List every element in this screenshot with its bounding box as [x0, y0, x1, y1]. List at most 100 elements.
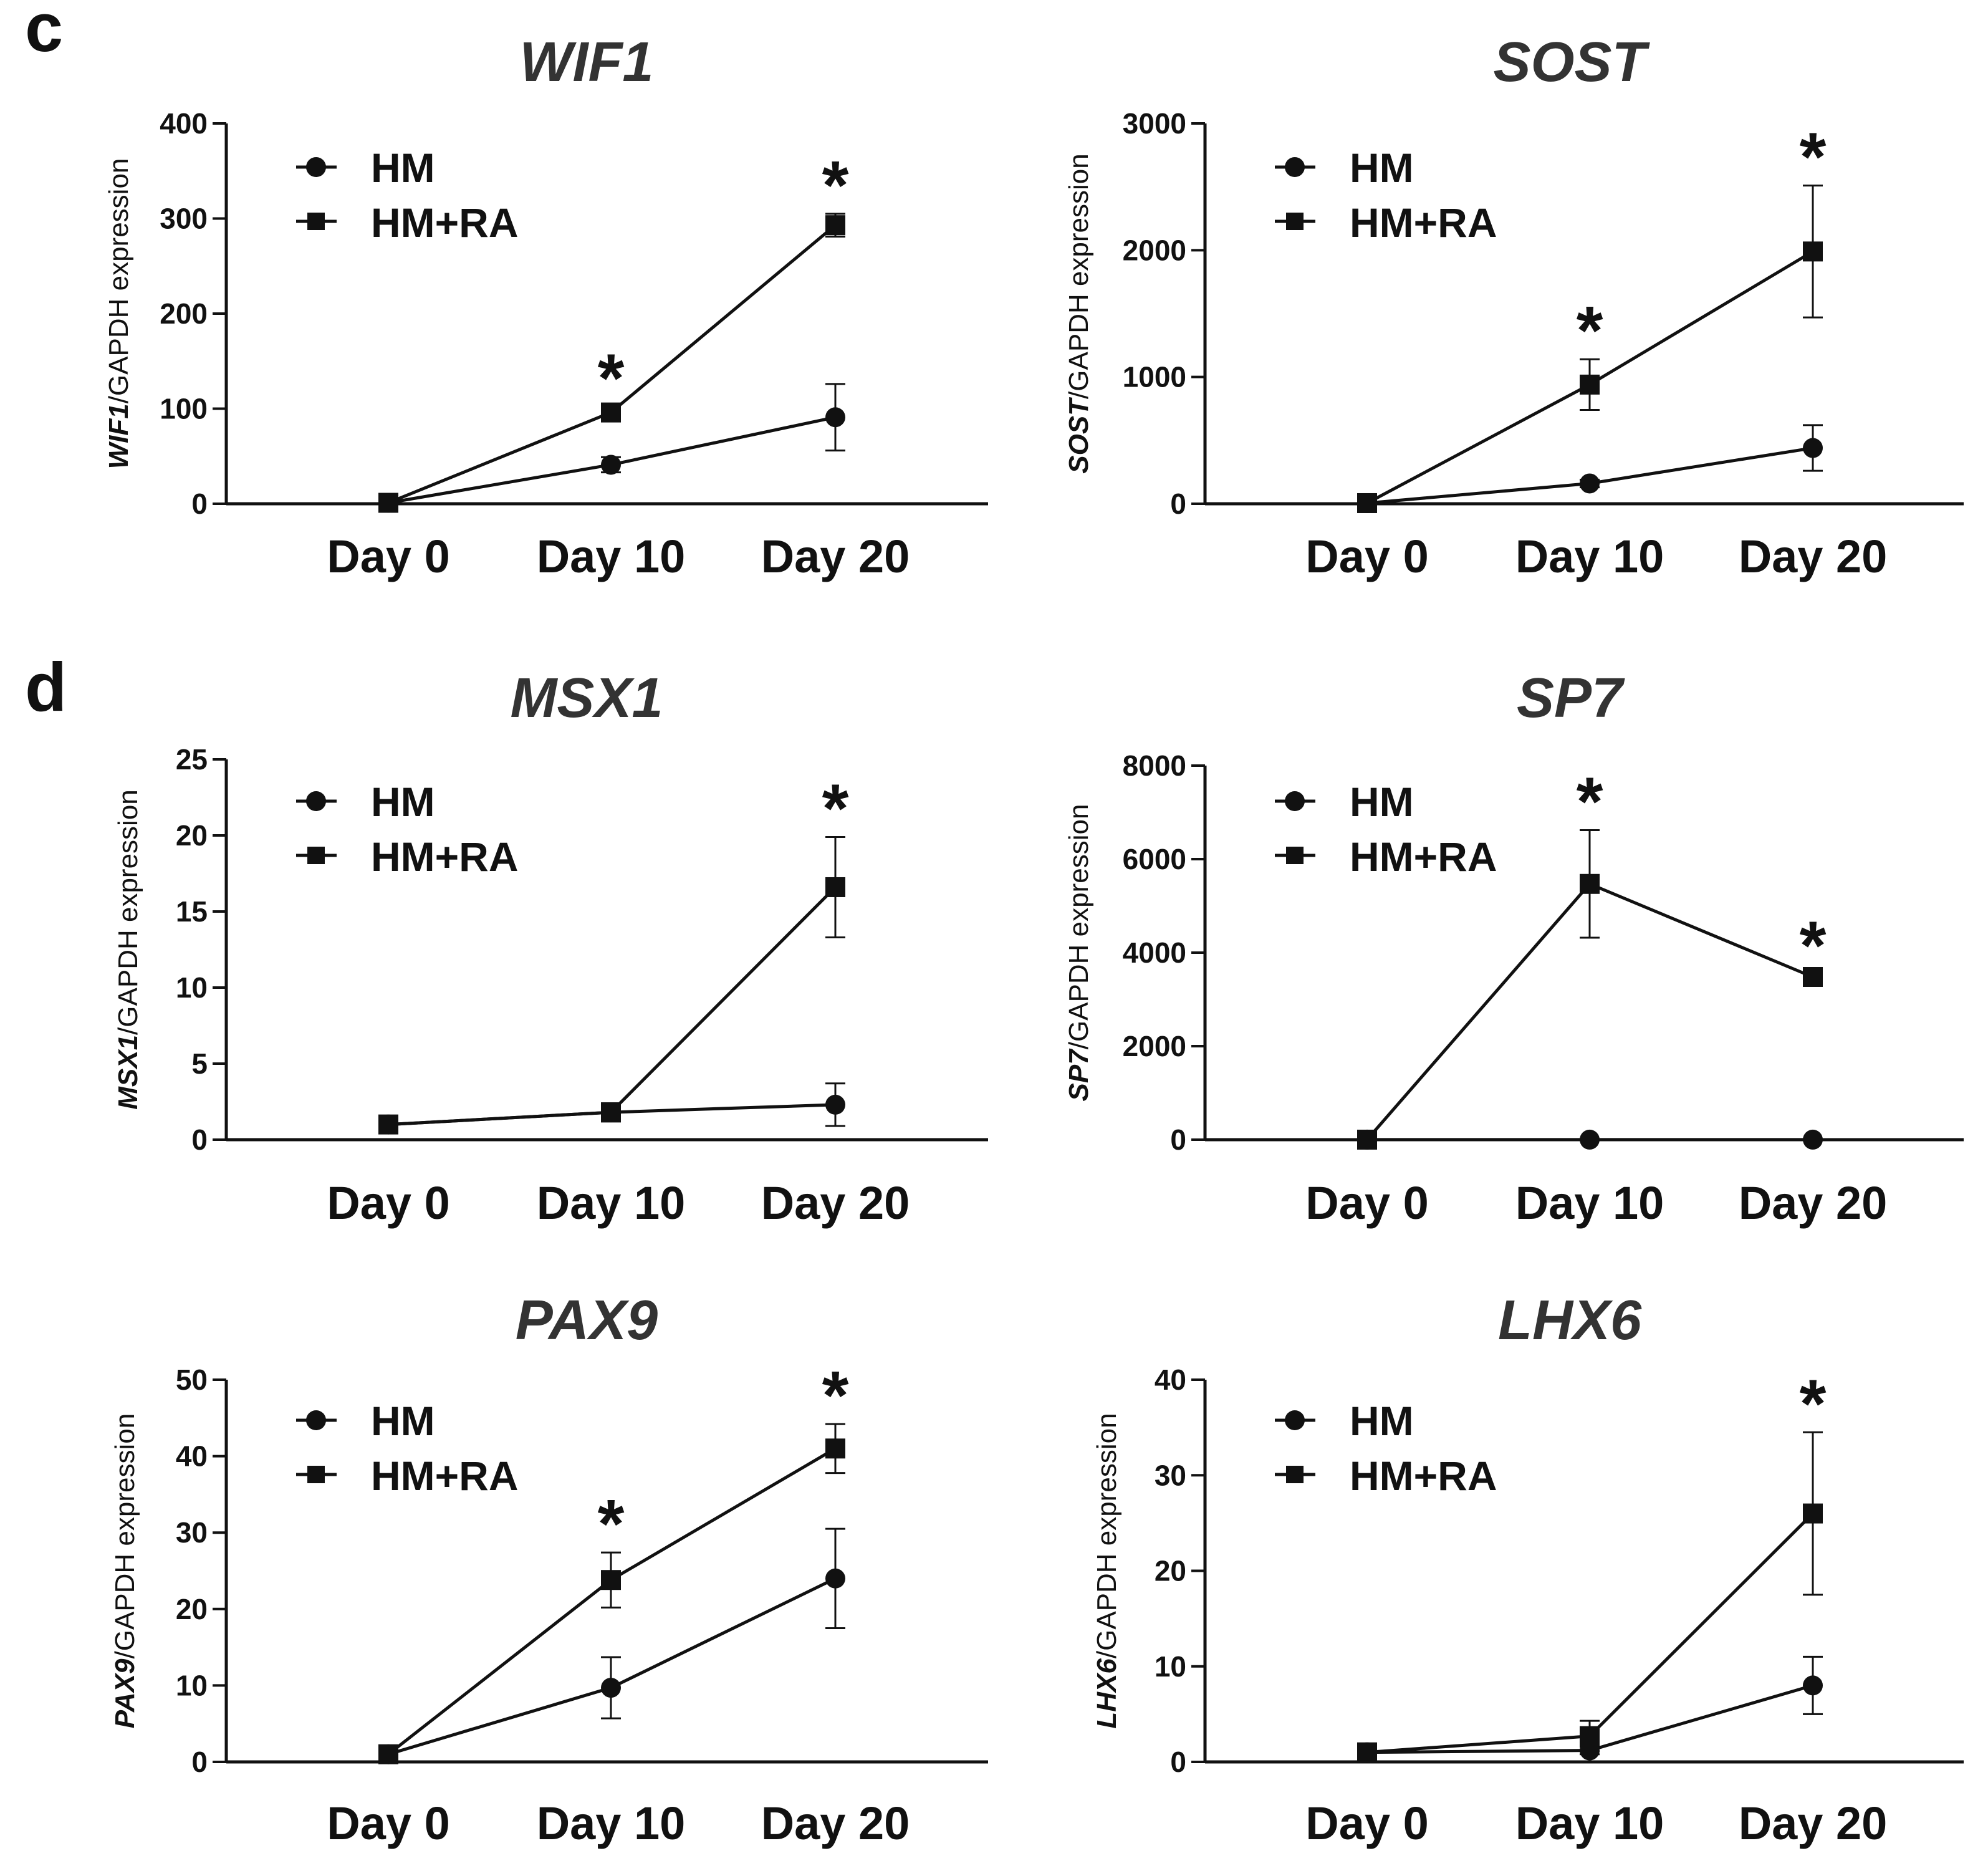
- y-tick-label: 0: [191, 1746, 208, 1778]
- y-tick-label: 20: [176, 1593, 208, 1625]
- legend-label-hm: HM: [1350, 1398, 1414, 1444]
- y-axis-label-gene: PAX9: [110, 1658, 140, 1728]
- y-axis-label: LHX6/GAPDH expression: [1092, 1413, 1122, 1728]
- legend-label-hm: HM: [371, 779, 435, 825]
- data-point-hm-ra: [1580, 374, 1600, 395]
- significance-star: *: [598, 1486, 625, 1562]
- y-tick-label: 10: [176, 971, 208, 1004]
- y-axis-label-suffix: /GAPDH expression: [1064, 804, 1094, 1050]
- y-axis-label-suffix: /GAPDH expression: [110, 1413, 140, 1659]
- data-point-hm: [1803, 438, 1823, 458]
- legend: HM HM+RA: [1275, 145, 1497, 246]
- legend-marker-circle: [1285, 791, 1305, 811]
- legend-label-hm-ra: HM+RA: [371, 1453, 519, 1499]
- y-tick-label: 0: [1170, 488, 1186, 520]
- legend-label-hm-ra: HM+RA: [371, 200, 519, 246]
- data-point-hm: [825, 1094, 845, 1115]
- y-tick-label: 10: [176, 1669, 208, 1701]
- data-point-hm: [1803, 1675, 1823, 1696]
- y-axis-label: SP7/GAPDH expression: [1064, 804, 1094, 1102]
- data-point-hm-ra: [1580, 873, 1600, 894]
- y-axis-label: WIF1/GAPDH expression: [103, 158, 134, 469]
- y-tick-label: 8000: [1123, 749, 1186, 782]
- significance-star: *: [1577, 764, 1603, 840]
- x-tick-label: Day 20: [761, 531, 910, 582]
- y-axis-label-suffix: /GAPDH expression: [103, 158, 134, 404]
- legend-marker-square: [1286, 1466, 1304, 1483]
- legend-label-hm-ra: HM+RA: [1350, 1453, 1497, 1499]
- y-tick-label: 30: [1155, 1459, 1186, 1491]
- data-point-hm: [825, 407, 845, 428]
- significance-star: *: [1577, 292, 1603, 369]
- legend-marker-square: [307, 1466, 325, 1483]
- data-point-hm-ra: [1357, 493, 1377, 513]
- data-point-hm: [601, 1678, 621, 1698]
- y-tick-label: 4000: [1123, 936, 1186, 969]
- data-point-hm-ra: [825, 877, 845, 897]
- legend: HM HM+RA: [1275, 779, 1497, 880]
- chart-title: MSX1: [510, 667, 663, 729]
- data-point-hm-ra: [378, 1744, 398, 1764]
- x-tick-label: Day 20: [1739, 1797, 1888, 1849]
- chart-sp7: SP7 0 2000 4000 6000 8000 SP7/GAPDH expressio…: [1064, 667, 1964, 1229]
- y-axis-label: SOST/GAPDH expression: [1064, 153, 1094, 474]
- legend-marker-circle: [1285, 157, 1305, 177]
- x-tick-label: Day 20: [1739, 1177, 1888, 1229]
- y-tick-label: 1000: [1123, 361, 1186, 393]
- y-tick-label: 200: [160, 297, 208, 330]
- legend-label-hm: HM: [1350, 145, 1414, 191]
- legend-marker-circle: [1285, 1410, 1305, 1430]
- legend-marker-circle: [306, 1410, 326, 1430]
- x-tick-label: Day 0: [327, 1177, 449, 1229]
- legend: HM HM+RA: [296, 145, 519, 246]
- legend: HM HM+RA: [296, 1398, 519, 1499]
- panel-label-c: c: [25, 0, 63, 66]
- data-point-hm-ra: [825, 215, 845, 236]
- y-tick-label: 20: [176, 819, 208, 852]
- y-tick-label: 300: [160, 203, 208, 235]
- y-tick-label: 30: [176, 1516, 208, 1549]
- legend-label-hm: HM: [371, 1398, 435, 1444]
- data-point-hm: [1580, 473, 1600, 494]
- y-tick-label: 50: [176, 1364, 208, 1396]
- y-axis-label-suffix: /GAPDH expression: [113, 789, 143, 1035]
- y-tick-label: 6000: [1123, 843, 1186, 875]
- significance-star: *: [1800, 1365, 1827, 1442]
- x-tick-label: Day 10: [1515, 1797, 1664, 1849]
- panel-label-d: d: [25, 649, 67, 726]
- data-point-hm-ra: [601, 402, 621, 423]
- data-point-hm-ra: [601, 1570, 621, 1590]
- y-tick-label: 25: [176, 743, 208, 776]
- y-axis-label-gene: MSX1: [113, 1035, 143, 1110]
- y-tick-label: 15: [176, 895, 208, 928]
- x-tick-label: Day 0: [327, 1797, 449, 1849]
- chart-pax9: PAX9 0 10 20 30 40 50 PAX9/GAPDH expression Day…: [110, 1289, 988, 1849]
- legend-label-hm-ra: HM+RA: [371, 834, 519, 880]
- chart-sost: SOST 0 1000 2000 3000 SOST/GAPDH expression D…: [1064, 31, 1964, 582]
- y-axis-label: PAX9/GAPDH expression: [110, 1413, 140, 1728]
- significance-star: *: [822, 1357, 849, 1434]
- x-tick-label: Day 0: [327, 531, 449, 582]
- x-tick-label: Day 0: [1305, 531, 1428, 582]
- legend-marker-circle: [306, 157, 326, 177]
- y-axis-label-gene: SOST: [1064, 397, 1094, 474]
- legend-marker-square: [307, 847, 325, 864]
- data-point-hm-ra: [378, 1114, 398, 1135]
- chart-msx1: MSX1 0 5 10 15 20 25 MSX1/GAPDH expression Day …: [113, 667, 988, 1229]
- data-point-hm-ra: [1580, 1726, 1600, 1746]
- y-axis-label-gene: WIF1: [103, 403, 134, 469]
- y-tick-label: 2000: [1123, 1030, 1186, 1062]
- data-point-hm-ra: [1803, 1503, 1823, 1524]
- significance-star: *: [1800, 119, 1827, 196]
- legend-label-hm: HM: [1350, 779, 1414, 825]
- y-tick-label: 400: [160, 107, 208, 140]
- chart-title: LHX6: [1498, 1289, 1642, 1352]
- data-point-hm: [601, 455, 621, 475]
- x-tick-label: Day 20: [1739, 531, 1888, 582]
- y-tick-label: 40: [1155, 1364, 1186, 1396]
- legend-label-hm-ra: HM+RA: [1350, 200, 1497, 246]
- data-point-hm-ra: [1803, 967, 1823, 987]
- chart-title: PAX9: [516, 1289, 658, 1352]
- y-tick-label: 0: [191, 1123, 208, 1156]
